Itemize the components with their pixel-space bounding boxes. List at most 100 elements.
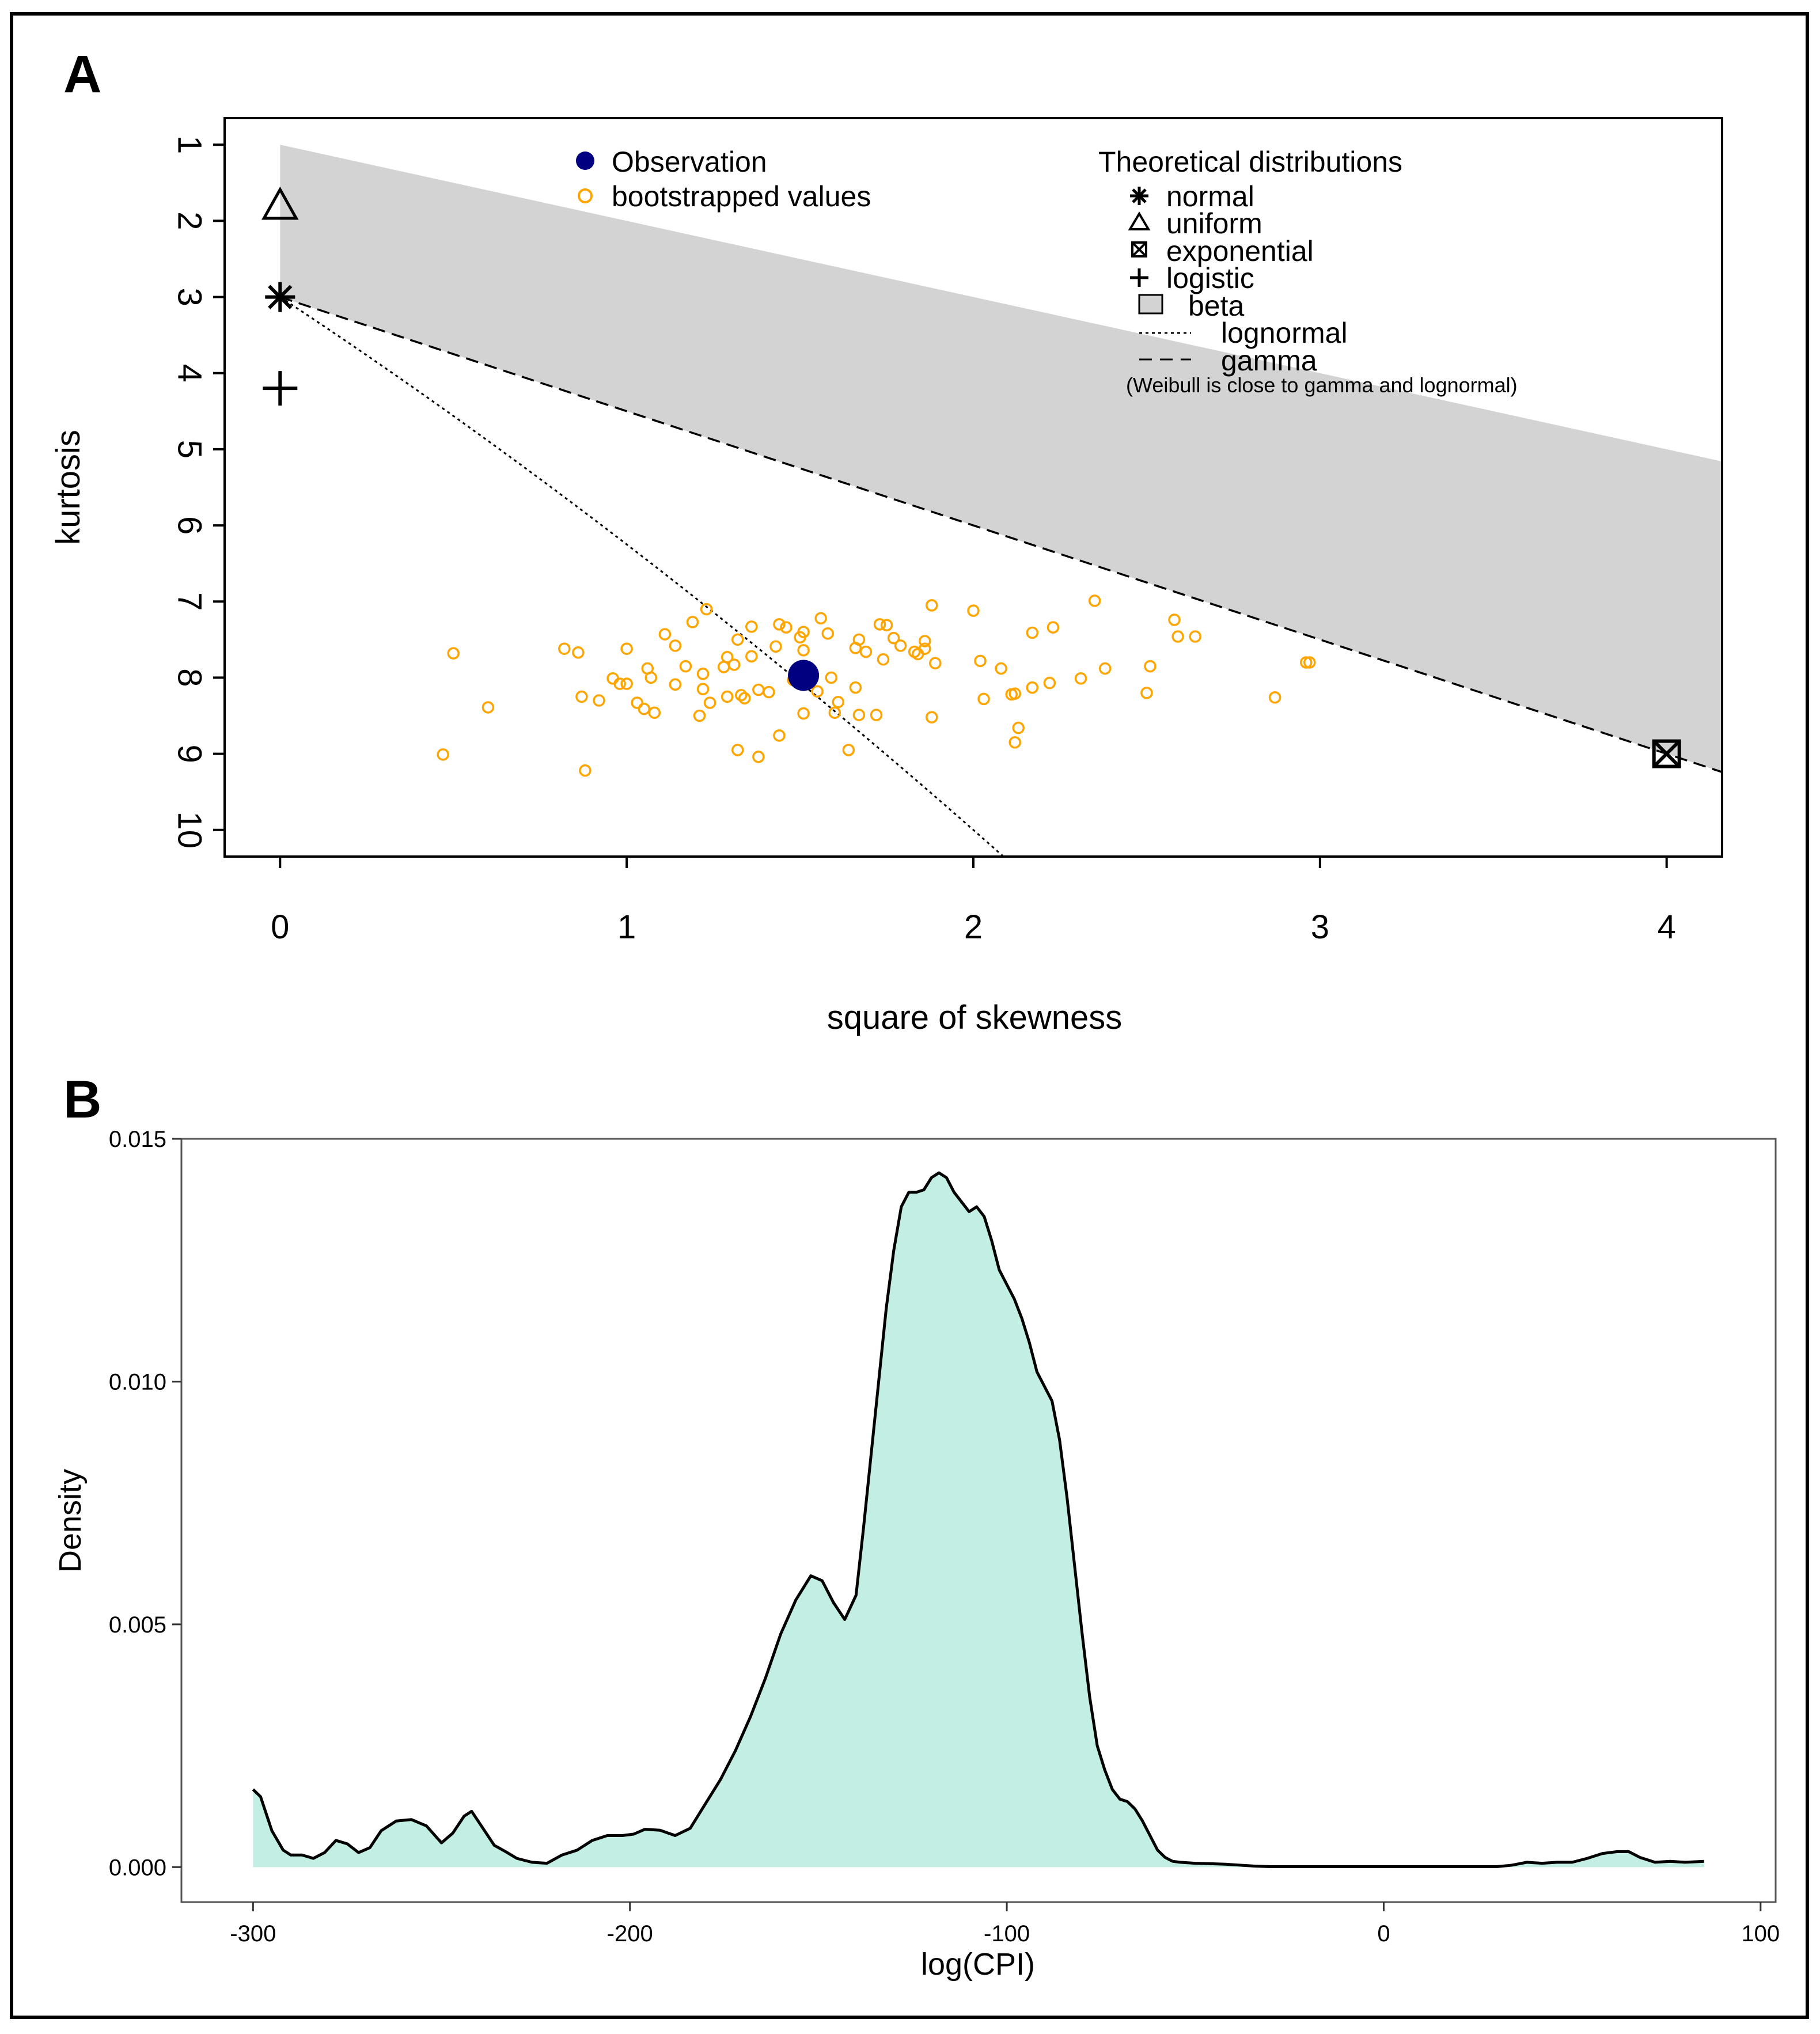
bootstrap-point [1189,630,1201,643]
legend-beta-marker [1138,294,1163,315]
density-line [252,1171,1704,1868]
figure-border [10,12,1809,2019]
bootstrap-point [1026,626,1039,639]
panel-b-xlabel: log(CPI) [921,1947,1035,1982]
bootstrap-point [1268,691,1281,704]
bootstrap-point [1303,656,1316,669]
exponential-point-box [1652,739,1681,768]
bootstrap-point [825,671,837,684]
density-curve [252,1171,1704,1868]
bootstrap-point [693,709,706,722]
bootstrap-point [679,660,692,673]
bootstrap-point [735,689,748,702]
panel-a-ytick-label: 10 [171,811,208,849]
bootstrap-point [700,603,713,616]
legend-bootstrap: bootstrapped values [578,180,871,213]
legend-exponential-label: exponential [1166,235,1314,267]
theoretical-points [261,186,1681,768]
bootstrap-point [977,692,990,706]
bootstrap-point [1140,687,1153,699]
bootstrap-point [606,672,619,685]
bootstrap-point [579,764,592,777]
bootstrap-point [696,668,710,680]
panel-b-ylabel: Density [53,1469,88,1573]
bootstrap-point [572,646,585,659]
panel-a-ytick-label: 5 [171,440,208,459]
panel-a-ytick-label: 7 [171,592,208,611]
bootstrap-point [1088,594,1101,607]
bootstrap-point [929,657,942,670]
bootstrap-point [686,616,699,628]
panel-b-ytick-label: 0.005 [109,1612,166,1638]
panel-b-plot-border [180,1138,1777,1903]
bootstrap-point [669,639,682,652]
bootstrap-point [797,707,810,720]
bootstrap-point [1046,621,1060,634]
bootstrap-point [887,631,900,645]
legend-normal-marker [1130,187,1148,205]
lognormal-line [279,296,1004,858]
bootstrap-point [797,644,810,657]
panel-a-xtick-label: 4 [1658,908,1676,946]
bootstrap-point [658,628,672,641]
bootstrap-point [1168,613,1181,626]
bootstrap-point [745,650,758,663]
bootstrap-point [703,696,716,709]
bootstrap-point [797,626,810,638]
bootstrap-point [926,599,938,612]
bootstrap-point [1012,721,1025,734]
panel-b-ytick-label: 0.000 [109,1855,166,1880]
bootstrap-point [1144,660,1157,673]
bootstrap-point [880,619,893,631]
bootstrap-point [849,681,862,694]
bootstrap-points [437,594,1316,777]
bootstrap-point [593,694,605,707]
bootstrap-point [877,653,890,666]
bootstrap-point [745,620,758,633]
bootstrap-point [974,654,987,668]
panel-b-xtick-label: -200 [607,1921,653,1946]
legend-bootstrap-marker [578,188,593,203]
bootstrap-point [731,744,744,756]
bootstrap-point [558,642,571,655]
legend-exponential-marker [1131,241,1147,257]
bootstrap-point [894,639,907,652]
panel-a-ytick-label: 2 [171,211,208,230]
bootstrap-point [1171,630,1184,643]
legend-weibull-note: (Weibull is close to gamma and lognormal… [1126,373,1518,397]
panel-a: A 0 1 2 3 4 1 2 3 4 5 6 7 8 9 10 square of skewness ku… [50,45,1723,1036]
observation-point-group [788,660,820,691]
bootstrap-point [447,647,460,660]
bootstrap-point [773,618,786,631]
panel-a-ytick-label: 9 [171,744,208,763]
bootstrap-point [731,633,744,646]
bootstrap-point [873,618,886,631]
legend-theoretical-title: Theoretical distributions [1098,146,1402,178]
panel-b-label: B [63,1070,101,1129]
legend-uniform-marker [1128,211,1151,230]
bootstrap-point [620,677,633,690]
bootstrap-point [1008,736,1021,749]
panel-b-xtick-label: 100 [1741,1921,1780,1946]
panel-a-xtick-label: 0 [271,908,289,946]
panel-a-ytick-label: 1 [171,135,208,154]
legend-observation-marker [576,151,594,170]
legend-gamma-label: gamma [1221,344,1317,377]
bootstrap-point [780,621,793,634]
legend-logistic-marker [1130,268,1148,287]
bootstrap-point [638,702,650,715]
bootstrap-point [926,711,938,724]
bootstrap-point [773,729,786,742]
legend-beta-label: beta [1188,290,1245,322]
beta-region [280,145,1722,772]
legend-bootstrap-label: bootstrapped values [612,180,871,213]
legend-observation-label: Observation [612,146,767,178]
panel-a-xtick-label: 3 [1311,908,1329,946]
bootstrap-point [752,751,765,763]
bootstrap-point [814,612,827,625]
observation-point [788,660,820,691]
legend-uniform-label: uniform [1166,207,1262,240]
panel-a-ylabel: kurtosis [50,430,87,545]
bootstrap-point [821,627,834,640]
